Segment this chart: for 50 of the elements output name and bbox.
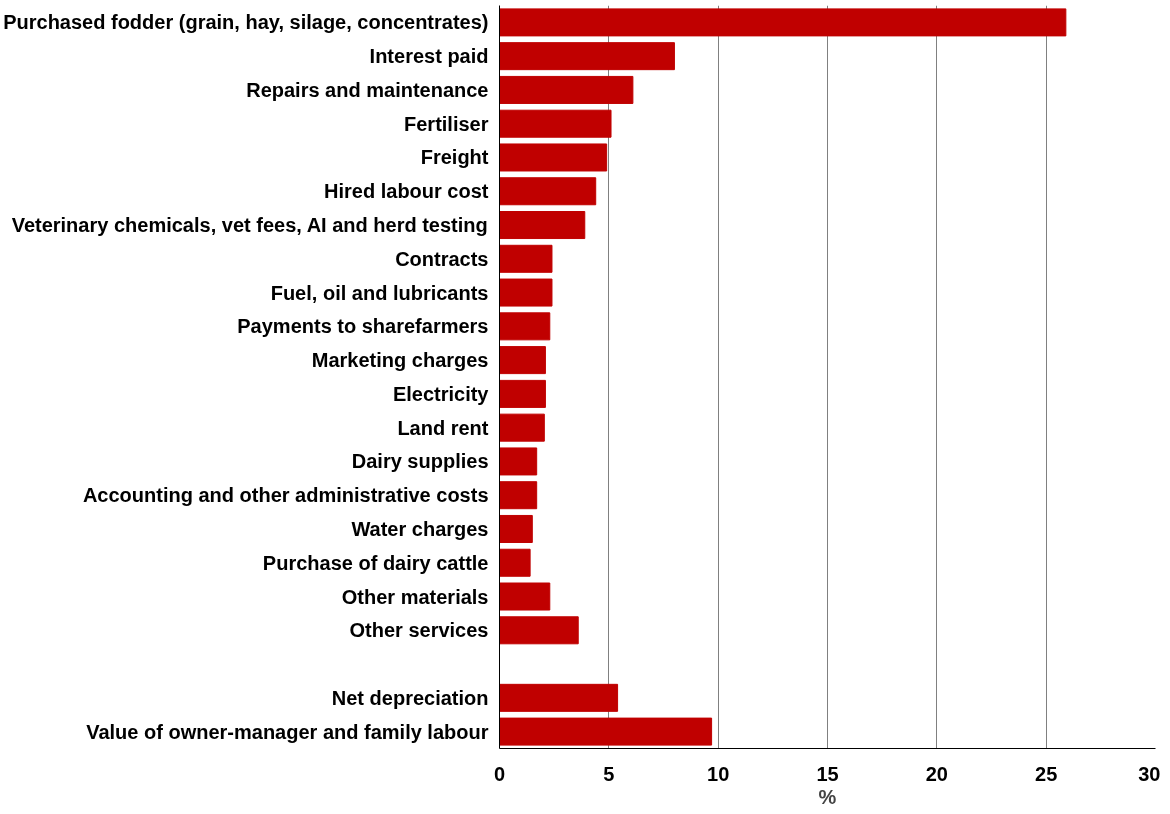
bar [499,244,553,273]
y-tick-label: Value of owner-manager and family labour [86,720,489,743]
y-tick-label: Interest paid [369,45,489,68]
y-tick-label: Other services [349,619,489,642]
y-tick-label: Freight [420,146,489,169]
y-tick-label: Veterinary chemicals, vet fees, AI and herd testing [11,214,488,237]
x-tick-label: 15 [816,762,839,785]
x-tick-label: 25 [1035,762,1058,785]
bar [499,42,675,71]
bar [499,683,619,712]
bar [499,447,538,476]
bar [499,177,597,206]
bar [499,211,586,240]
y-tick-label: Fuel, oil and lubricants [270,281,489,304]
y-tick-label: Contracts [395,247,489,270]
y-tick-label: Accounting and other administrative costs [82,484,489,507]
y-tick-label: Land rent [397,416,489,439]
x-tick-label: 30 [1138,762,1161,785]
bar [499,278,553,307]
y-tick-label: Payments to sharefarmers [237,315,489,338]
bar [499,616,579,645]
bar [499,379,546,408]
y-tick-label: Repairs and maintenance [246,78,489,101]
bar [499,413,545,442]
bar [499,717,713,746]
y-tick-label: Electricity [392,382,490,405]
bar [499,109,612,138]
x-axis-title: % [818,785,837,808]
bar [499,312,551,341]
bar [499,346,546,375]
y-tick-label: Hired labour cost [324,180,489,203]
bar [499,8,1067,37]
bar [499,481,538,510]
y-tick-label: Marketing charges [311,349,489,372]
y-tick-label: Net depreciation [331,686,489,709]
y-tick-label: Other materials [341,585,489,608]
x-tick-label: 0 [493,762,506,785]
y-tick-label: Water charges [351,517,489,540]
bar [499,582,551,611]
x-tick-label: 20 [925,762,948,785]
y-tick-label: Purchased fodder (grain, hay, silage, concentrates) [3,11,489,34]
y-tick-label: Dairy supplies [351,450,489,473]
bar [499,514,533,543]
bar [499,75,634,104]
x-tick-label: 5 [603,762,615,785]
bar [499,143,608,172]
x-tick-label: 10 [707,762,730,785]
y-tick-label: Fertiliser [404,112,489,135]
bar [499,548,531,577]
y-tick-label: Purchase of dairy cattle [262,551,489,574]
